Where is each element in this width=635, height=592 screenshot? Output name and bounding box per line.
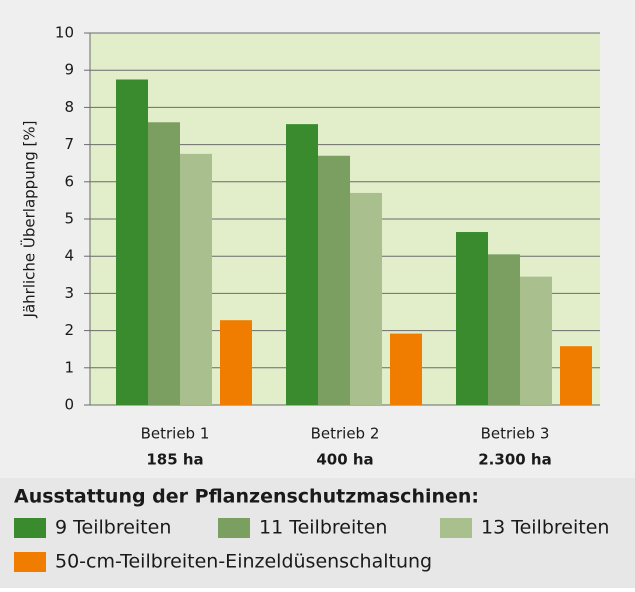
bar [318, 155, 350, 405]
x-tick-label: Betrieb 1 [141, 425, 210, 443]
legend-label: 13 Teilbreiten [481, 517, 609, 539]
y-tick-label: 8 [64, 98, 74, 116]
bar [560, 346, 592, 405]
bar [220, 320, 252, 405]
x-tick-sublabel: 2.300 ha [478, 451, 551, 469]
bar [116, 79, 148, 405]
y-tick-label: 9 [64, 61, 74, 79]
bar [488, 254, 520, 405]
bar [350, 192, 382, 405]
x-tick-sublabel: 400 ha [316, 451, 373, 469]
legend-swatch [14, 518, 46, 538]
y-tick-label: 1 [64, 358, 74, 376]
bar [148, 122, 180, 405]
y-tick-label: 10 [55, 24, 74, 42]
x-tick-sublabel: 185 ha [146, 451, 203, 469]
legend-swatch [14, 552, 46, 572]
y-tick-label: 2 [64, 321, 74, 339]
legend-swatch [218, 518, 250, 538]
legend-swatch [440, 518, 472, 538]
legend-label: 11 Teilbreiten [259, 517, 387, 539]
legend-title: Ausstattung der Pflanzenschutzmaschinen: [14, 486, 479, 508]
y-tick-label: 4 [64, 247, 74, 265]
y-tick-label: 6 [64, 172, 74, 190]
bar [390, 333, 422, 405]
x-tick-label: Betrieb 2 [311, 425, 380, 443]
y-axis-label: Jährliche Überlappung [%] [20, 121, 39, 319]
y-tick-label: 3 [64, 284, 74, 302]
legend-background [0, 478, 635, 588]
bar [520, 276, 552, 405]
legend-label: 9 Teilbreiten [55, 517, 171, 539]
legend-label: 50-cm-Teilbreiten-Einzeldüsenschaltung [55, 551, 432, 573]
bar [286, 124, 318, 405]
y-tick-label: 7 [64, 135, 74, 153]
y-tick-label: 0 [64, 396, 74, 414]
bar [180, 153, 212, 405]
x-tick-label: Betrieb 3 [481, 425, 550, 443]
bar [456, 232, 488, 405]
y-tick-label: 5 [64, 210, 74, 228]
